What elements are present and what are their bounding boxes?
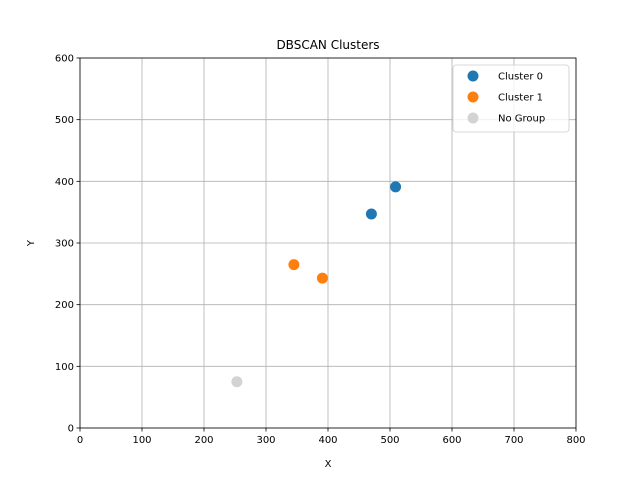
x-tick-label: 800 (566, 435, 585, 446)
legend-items: Cluster 0 Cluster 1 No Group (467, 70, 545, 125)
legend: Cluster 0 Cluster 1 No Group (452, 64, 570, 133)
y-tick-label: 200 (55, 300, 74, 311)
x-tick-label: 0 (77, 435, 83, 446)
data-point (390, 181, 402, 193)
y-axis-ticks: 0 100 200 300 400 500 600 (55, 54, 80, 435)
x-axis-label: X (325, 459, 332, 470)
y-tick-label: 600 (55, 54, 74, 65)
legend-label: Cluster 0 (498, 72, 543, 83)
x-tick-label: 600 (442, 435, 461, 446)
x-tick-label: 500 (380, 435, 399, 446)
x-tick-label: 100 (132, 435, 151, 446)
data-point (288, 259, 300, 271)
data-point (231, 376, 243, 388)
legend-box (452, 64, 570, 133)
y-tick-label: 100 (55, 362, 74, 373)
y-tick-label: 300 (55, 239, 74, 250)
x-tick-label: 300 (256, 435, 275, 446)
x-tick-label: 700 (504, 435, 523, 446)
y-tick-label: 0 (68, 424, 74, 435)
legend-marker (467, 70, 479, 82)
chart-title: DBSCAN Clusters (276, 38, 379, 52)
y-tick-label: 500 (55, 115, 74, 126)
data-points (231, 181, 402, 388)
data-point (316, 272, 328, 284)
x-tick-label: 400 (318, 435, 337, 446)
legend-marker (467, 112, 479, 124)
y-tick-label: 400 (55, 177, 74, 188)
x-axis-ticks: 0 100 200 300 400 500 600 700 800 (77, 428, 586, 446)
data-point (365, 208, 377, 220)
legend-marker (467, 91, 479, 103)
y-axis-label: Y (26, 239, 37, 247)
x-tick-label: 200 (194, 435, 213, 446)
legend-label: No Group (498, 114, 545, 125)
legend-label: Cluster 1 (498, 93, 543, 104)
